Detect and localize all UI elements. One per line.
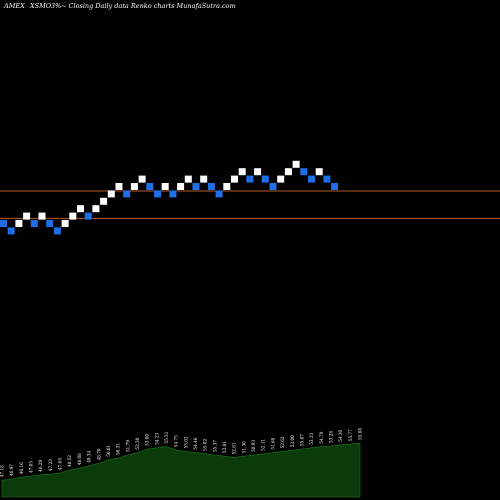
renko-brick-down	[192, 183, 200, 190]
renko-brick-up	[200, 175, 208, 183]
volume-value-label: 54.30	[338, 429, 343, 441]
renko-brick-down	[215, 190, 223, 198]
volume-value-label: 48.52	[67, 455, 72, 467]
renko-brick-up	[238, 168, 246, 176]
volume-value-label: 52.30	[135, 437, 140, 449]
renko-brick-up	[161, 183, 169, 190]
renko-brick-down	[169, 190, 177, 198]
renko-brick-up	[115, 183, 123, 190]
volume-value-label: 48.08	[77, 453, 82, 465]
renko-brick-up	[15, 220, 23, 227]
renko-brick-up	[138, 175, 146, 183]
renko-brick-up	[231, 175, 238, 183]
renko-brick-down	[146, 183, 154, 190]
volume-value-label: 49.34	[87, 450, 92, 462]
renko-brick-down	[261, 175, 269, 183]
volume-value-label: 53.02	[183, 436, 188, 448]
renko-brick-up	[23, 212, 31, 220]
volume-value-label: 47.18	[0, 465, 5, 477]
renko-brick-up	[92, 205, 100, 213]
volume-value-label: 50.31	[116, 443, 121, 455]
volume-value-label: 53.81	[222, 441, 227, 453]
renko-brick-down	[46, 220, 54, 227]
volume-value-label: 55.37	[212, 440, 217, 452]
volume-value-label: 54.46	[193, 437, 198, 449]
volume-value-label: 54.79	[319, 431, 324, 443]
volume-value-label: 51.30	[241, 441, 246, 453]
volume-value-label: 53.00	[145, 434, 150, 446]
renko-brick-down	[323, 175, 331, 183]
renko-brick-up	[69, 212, 77, 220]
renko-brick-up	[38, 212, 46, 220]
renko-brick-down	[154, 190, 161, 198]
volume-value-label: 51.68	[270, 437, 275, 449]
renko-brick-down	[0, 220, 7, 227]
volume-value-label: 55.88	[358, 428, 363, 440]
renko-brick-up	[61, 220, 69, 227]
chart-header: AMEX XSMO 3% ~ Closing Daily data Renko …	[3, 2, 236, 10]
renko-brick-down	[207, 183, 215, 190]
volume-value-label: 46.29	[38, 459, 43, 471]
renko-brick-up	[223, 183, 231, 190]
volume-value-label: 50.93	[251, 440, 256, 452]
volume-value-label: 54.75	[174, 435, 179, 447]
volume-value-label: 53.33	[309, 432, 314, 444]
renko-brick-down	[84, 212, 92, 220]
renko-brick-down	[331, 183, 339, 190]
volume-value-label: 48.70	[96, 448, 101, 460]
renko-brick-down	[308, 175, 315, 183]
volume-value-label: 53.28	[329, 431, 334, 443]
volume-value-label: 51.79	[125, 440, 130, 452]
volume-value-label: 52.81	[232, 442, 237, 454]
volume-value-label: 52.62	[280, 436, 285, 448]
renko-brick-down	[300, 168, 308, 176]
volume-value-label: 55.77	[348, 429, 353, 441]
volume-value-label: 54.23	[154, 432, 159, 444]
renko-brick-up	[77, 205, 84, 213]
renko-brick-up	[315, 168, 323, 176]
header-tail: ~ Closing Daily data Renko charts Munafa…	[61, 2, 236, 10]
header-symbol: XSMO	[29, 2, 52, 10]
renko-brick-up	[277, 175, 285, 183]
renko-brick-down	[7, 227, 15, 235]
renko-brick-up	[107, 190, 115, 198]
volume-value-label: 46.16	[19, 462, 24, 474]
renko-brick-up	[284, 168, 292, 176]
volume-value-label: 46.97	[9, 464, 14, 476]
renko-brick-down	[269, 183, 277, 190]
volume-value-label: 52.11	[261, 438, 266, 450]
renko-brick-up	[130, 183, 138, 190]
volume-value-label: 47.23	[48, 459, 53, 471]
volume-value-label: 55.07	[299, 434, 304, 446]
volume-value-label: 55.31	[164, 431, 169, 443]
volume-panel: 47.18 46.97 46.16 47.05 46.29 47.23 47.64 48.52…	[0, 428, 363, 498]
volume-value-label: 47.05	[29, 461, 34, 473]
renko-brick-down	[123, 190, 131, 198]
renko-brick-up	[100, 197, 108, 205]
renko-bricks	[0, 160, 339, 235]
volume-value-label: 47.64	[58, 458, 63, 470]
header-change: 3%	[51, 2, 61, 10]
renko-brick-down	[246, 175, 254, 183]
volume-value-label: 50.01	[106, 444, 111, 456]
renko-brick-up	[184, 175, 192, 183]
volume-value-label: 53.00	[290, 435, 295, 447]
renko-brick-up	[177, 183, 185, 190]
header-exchange: AMEX	[3, 2, 25, 10]
volume-value-label: 55.02	[203, 438, 208, 450]
renko-brick-up	[254, 168, 262, 176]
renko-brick-up	[292, 160, 300, 168]
volume-area	[1, 442, 361, 498]
renko-brick-down	[30, 220, 38, 227]
renko-brick-down	[53, 227, 61, 235]
horizontal-levels	[0, 190, 500, 219]
